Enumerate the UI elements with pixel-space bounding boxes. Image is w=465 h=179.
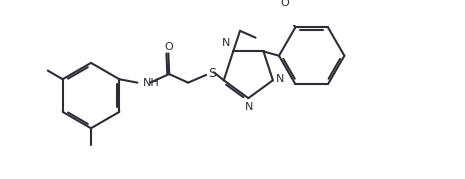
Text: S: S — [208, 67, 216, 80]
Text: NH: NH — [143, 78, 159, 88]
Text: N: N — [276, 74, 285, 84]
Text: O: O — [164, 42, 173, 52]
Text: N: N — [245, 102, 253, 112]
Text: N: N — [222, 38, 231, 48]
Text: O: O — [281, 0, 289, 8]
